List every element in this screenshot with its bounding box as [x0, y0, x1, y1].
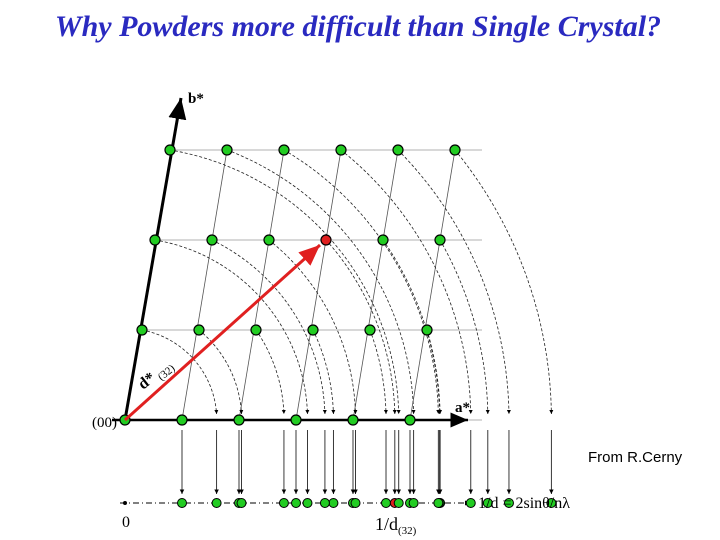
- vector-main: d*: [135, 369, 159, 393]
- vector-label: d* (32): [135, 362, 178, 393]
- credit: From R.Cerny: [588, 449, 683, 466]
- powder-point: [278, 498, 289, 508]
- projection-arc: [169, 149, 401, 415]
- powder-point: [291, 498, 301, 508]
- lattice-point: [449, 144, 461, 156]
- powder-point: [482, 498, 493, 508]
- projection-arc: [382, 239, 442, 415]
- lattice-point: [421, 324, 433, 336]
- powder-point: [211, 498, 222, 508]
- powder-point: [408, 498, 419, 508]
- projection-arc: [454, 149, 554, 415]
- column-line: [409, 149, 456, 421]
- lattice-point: [290, 414, 302, 426]
- lattice-point: [320, 234, 332, 246]
- lattice-point: [206, 234, 218, 246]
- powder-point: [319, 498, 330, 508]
- lattice-point: [176, 414, 188, 426]
- lattice-point: [233, 414, 245, 426]
- projection-arc: [369, 329, 388, 415]
- lattice-point: [263, 234, 275, 246]
- projection-arc: [154, 239, 310, 415]
- a-label: a*: [455, 400, 470, 416]
- lattice-point: [164, 144, 176, 156]
- column-line: [238, 149, 285, 421]
- projection-arc: [255, 329, 286, 415]
- lattice-point: [250, 324, 262, 336]
- powder-point: [393, 498, 404, 508]
- projection-arc: [198, 329, 244, 415]
- lattice-point: [335, 144, 347, 156]
- origin-point: [123, 501, 127, 505]
- powder-point: [350, 498, 361, 508]
- powder-point: [236, 498, 247, 508]
- column-line: [181, 149, 228, 421]
- powder-point: [328, 498, 339, 508]
- projection-arc: [283, 149, 441, 415]
- projection-arc: [312, 329, 336, 415]
- d-vector: [123, 243, 322, 422]
- powder-point: [465, 498, 476, 508]
- powder-point: [177, 498, 187, 508]
- powder-point: [546, 498, 557, 508]
- origin-label: (00): [92, 415, 117, 431]
- bottom-main: 1/d: [375, 514, 398, 534]
- powder-point: [503, 498, 514, 508]
- projection-arc: [268, 239, 358, 415]
- b-label: b*: [188, 91, 204, 107]
- lattice-point: [434, 234, 446, 246]
- projection-arc: [439, 239, 490, 415]
- powder-point: [433, 498, 444, 508]
- formula: 1/d = 2sinθ/nλ: [478, 495, 570, 512]
- lattice-point: [193, 324, 205, 336]
- vector-sub: (32): [156, 362, 178, 383]
- title: Why Powders more difficult than Single C…: [55, 10, 661, 43]
- bottom-label: 1/d(32): [375, 514, 417, 537]
- lattice-point: [149, 234, 161, 246]
- column-line: [352, 149, 399, 421]
- projection-arc: [226, 149, 416, 415]
- lattice-point: [364, 324, 376, 336]
- bottom-sub: (32): [398, 525, 417, 537]
- column-line: [295, 149, 342, 421]
- lattice-point: [392, 144, 404, 156]
- projection-arc: [426, 329, 443, 415]
- powder-point: [302, 498, 313, 508]
- lattice-point: [278, 144, 290, 156]
- lattice-point: [307, 324, 319, 336]
- points: [119, 144, 557, 508]
- lattice-point: [404, 414, 416, 426]
- zero-label: 0: [122, 514, 130, 531]
- projection-arc: [325, 239, 397, 415]
- lattice: [125, 149, 554, 494]
- powder-point: [381, 498, 392, 508]
- lattice-point: [136, 324, 148, 336]
- lattice-point: [377, 234, 389, 246]
- projection-arc: [397, 149, 511, 415]
- projection-arc: [340, 149, 473, 415]
- lattice-point: [221, 144, 233, 156]
- lattice-point: [347, 414, 359, 426]
